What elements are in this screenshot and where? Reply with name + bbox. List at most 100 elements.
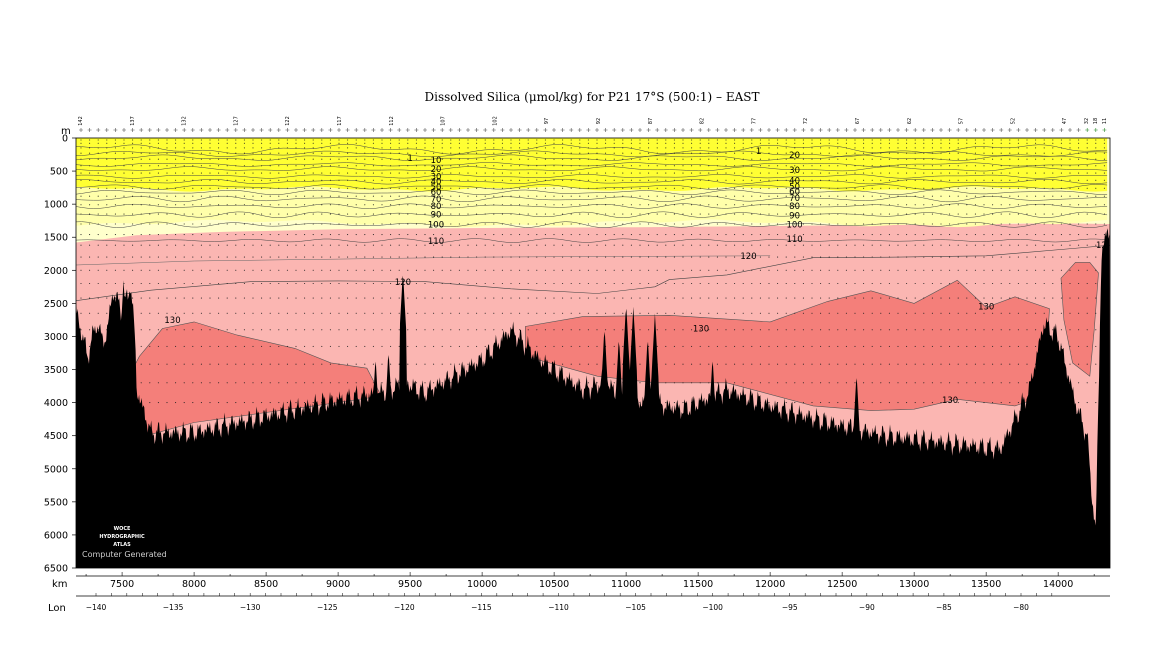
sample-dot: [355, 179, 357, 181]
sample-dot: [132, 244, 134, 246]
station-marker: [509, 128, 513, 132]
station-marker: [285, 128, 290, 132]
sample-dot: [1069, 213, 1071, 215]
contour-line: [76, 178, 1108, 185]
sample-dot: [192, 158, 194, 160]
station-marker: [517, 128, 522, 132]
distance-tick-label: 7500: [110, 579, 134, 590]
sample-dot: [312, 223, 314, 225]
sample-dot: [433, 256, 435, 258]
sample-dot: [1078, 223, 1080, 225]
sample-dot: [1026, 382, 1028, 384]
sample-dot: [871, 179, 873, 181]
sample-dot: [1000, 345, 1002, 347]
sample-dot: [863, 139, 865, 141]
sample-dot: [390, 223, 392, 225]
sample-dot: [484, 179, 486, 181]
sample-dot: [157, 195, 159, 197]
sample-dot: [97, 256, 99, 258]
sample-dot: [218, 195, 220, 197]
sample-dot: [966, 152, 968, 154]
sample-dot: [347, 312, 349, 314]
sample-dot: [1017, 234, 1019, 236]
sample-dot: [665, 297, 667, 299]
sample-dot: [579, 282, 581, 285]
distance-tick-label: 11500: [683, 579, 713, 590]
sample-dot: [863, 234, 865, 236]
sample-dot: [381, 204, 383, 206]
sample-dot: [639, 187, 641, 189]
sample-dot: [321, 152, 323, 154]
sample-dot: [467, 147, 469, 149]
sample-dot: [570, 213, 572, 215]
sample-dot: [510, 204, 512, 206]
sample-dot: [226, 195, 228, 197]
sample-dot: [811, 204, 813, 206]
sample-dot: [931, 402, 933, 404]
sample-dot: [691, 345, 693, 347]
sample-dot: [725, 223, 727, 225]
sample-dot: [252, 363, 254, 365]
station-marker: [767, 128, 771, 132]
sample-dot: [983, 312, 985, 314]
sample-dot: [97, 187, 99, 189]
sample-dot: [97, 244, 99, 246]
sample-dot: [570, 345, 572, 347]
sample-dot: [364, 244, 366, 246]
contour-label: 130: [164, 316, 180, 326]
sample-dot: [1078, 139, 1080, 141]
sample-dot: [278, 329, 280, 331]
sample-dot: [1000, 329, 1002, 331]
sample-dot: [441, 297, 443, 299]
sample-dot: [381, 269, 383, 271]
sample-dot: [785, 142, 787, 144]
sample-dot: [415, 179, 417, 181]
sample-dot: [570, 244, 572, 246]
contour-label: 70: [431, 195, 442, 205]
sample-dot: [579, 244, 581, 246]
sample-dot: [1103, 195, 1105, 197]
sample-dot: [957, 329, 959, 331]
sample-dot: [407, 297, 409, 299]
sample-dot: [665, 158, 667, 160]
sample-dot: [630, 179, 632, 181]
sample-dot: [424, 382, 426, 384]
sample-dot: [691, 195, 693, 197]
sample-dot: [226, 256, 228, 258]
sample-dot: [794, 256, 796, 258]
sample-dot: [1069, 158, 1071, 160]
sample-dot: [691, 382, 693, 384]
sample-dot: [931, 158, 933, 160]
sample-dot: [295, 142, 297, 144]
longitude-tick-label: −110: [548, 603, 569, 612]
sample-dot: [278, 269, 280, 271]
sample-dot: [536, 312, 538, 314]
contour-label: 80: [431, 202, 442, 212]
sample-dot: [467, 244, 469, 246]
sample-dot: [243, 345, 245, 347]
station-number: 72: [803, 118, 809, 124]
sample-dot: [200, 187, 202, 189]
sample-dot: [381, 142, 383, 144]
sample-dot: [785, 382, 787, 384]
sample-dot: [579, 345, 581, 347]
sample-dot: [484, 312, 486, 314]
sample-dot: [226, 152, 228, 154]
sample-dot: [605, 195, 607, 197]
sample-dot: [1009, 223, 1011, 225]
station-marker: [921, 128, 926, 132]
sample-dot: [1000, 312, 1002, 314]
sample-dot: [1069, 297, 1071, 299]
sample-dot: [1078, 345, 1080, 347]
sample-dot: [407, 172, 409, 174]
sample-dot: [132, 165, 134, 167]
sample-dot: [149, 139, 151, 141]
sample-dot: [200, 312, 202, 314]
sample-dot: [673, 382, 675, 384]
sample-dot: [415, 297, 417, 299]
sample-dot: [974, 223, 976, 225]
sample-dot: [381, 363, 383, 365]
sample-dot: [777, 179, 779, 181]
sample-dot: [734, 195, 736, 197]
sample-dot: [149, 234, 151, 236]
